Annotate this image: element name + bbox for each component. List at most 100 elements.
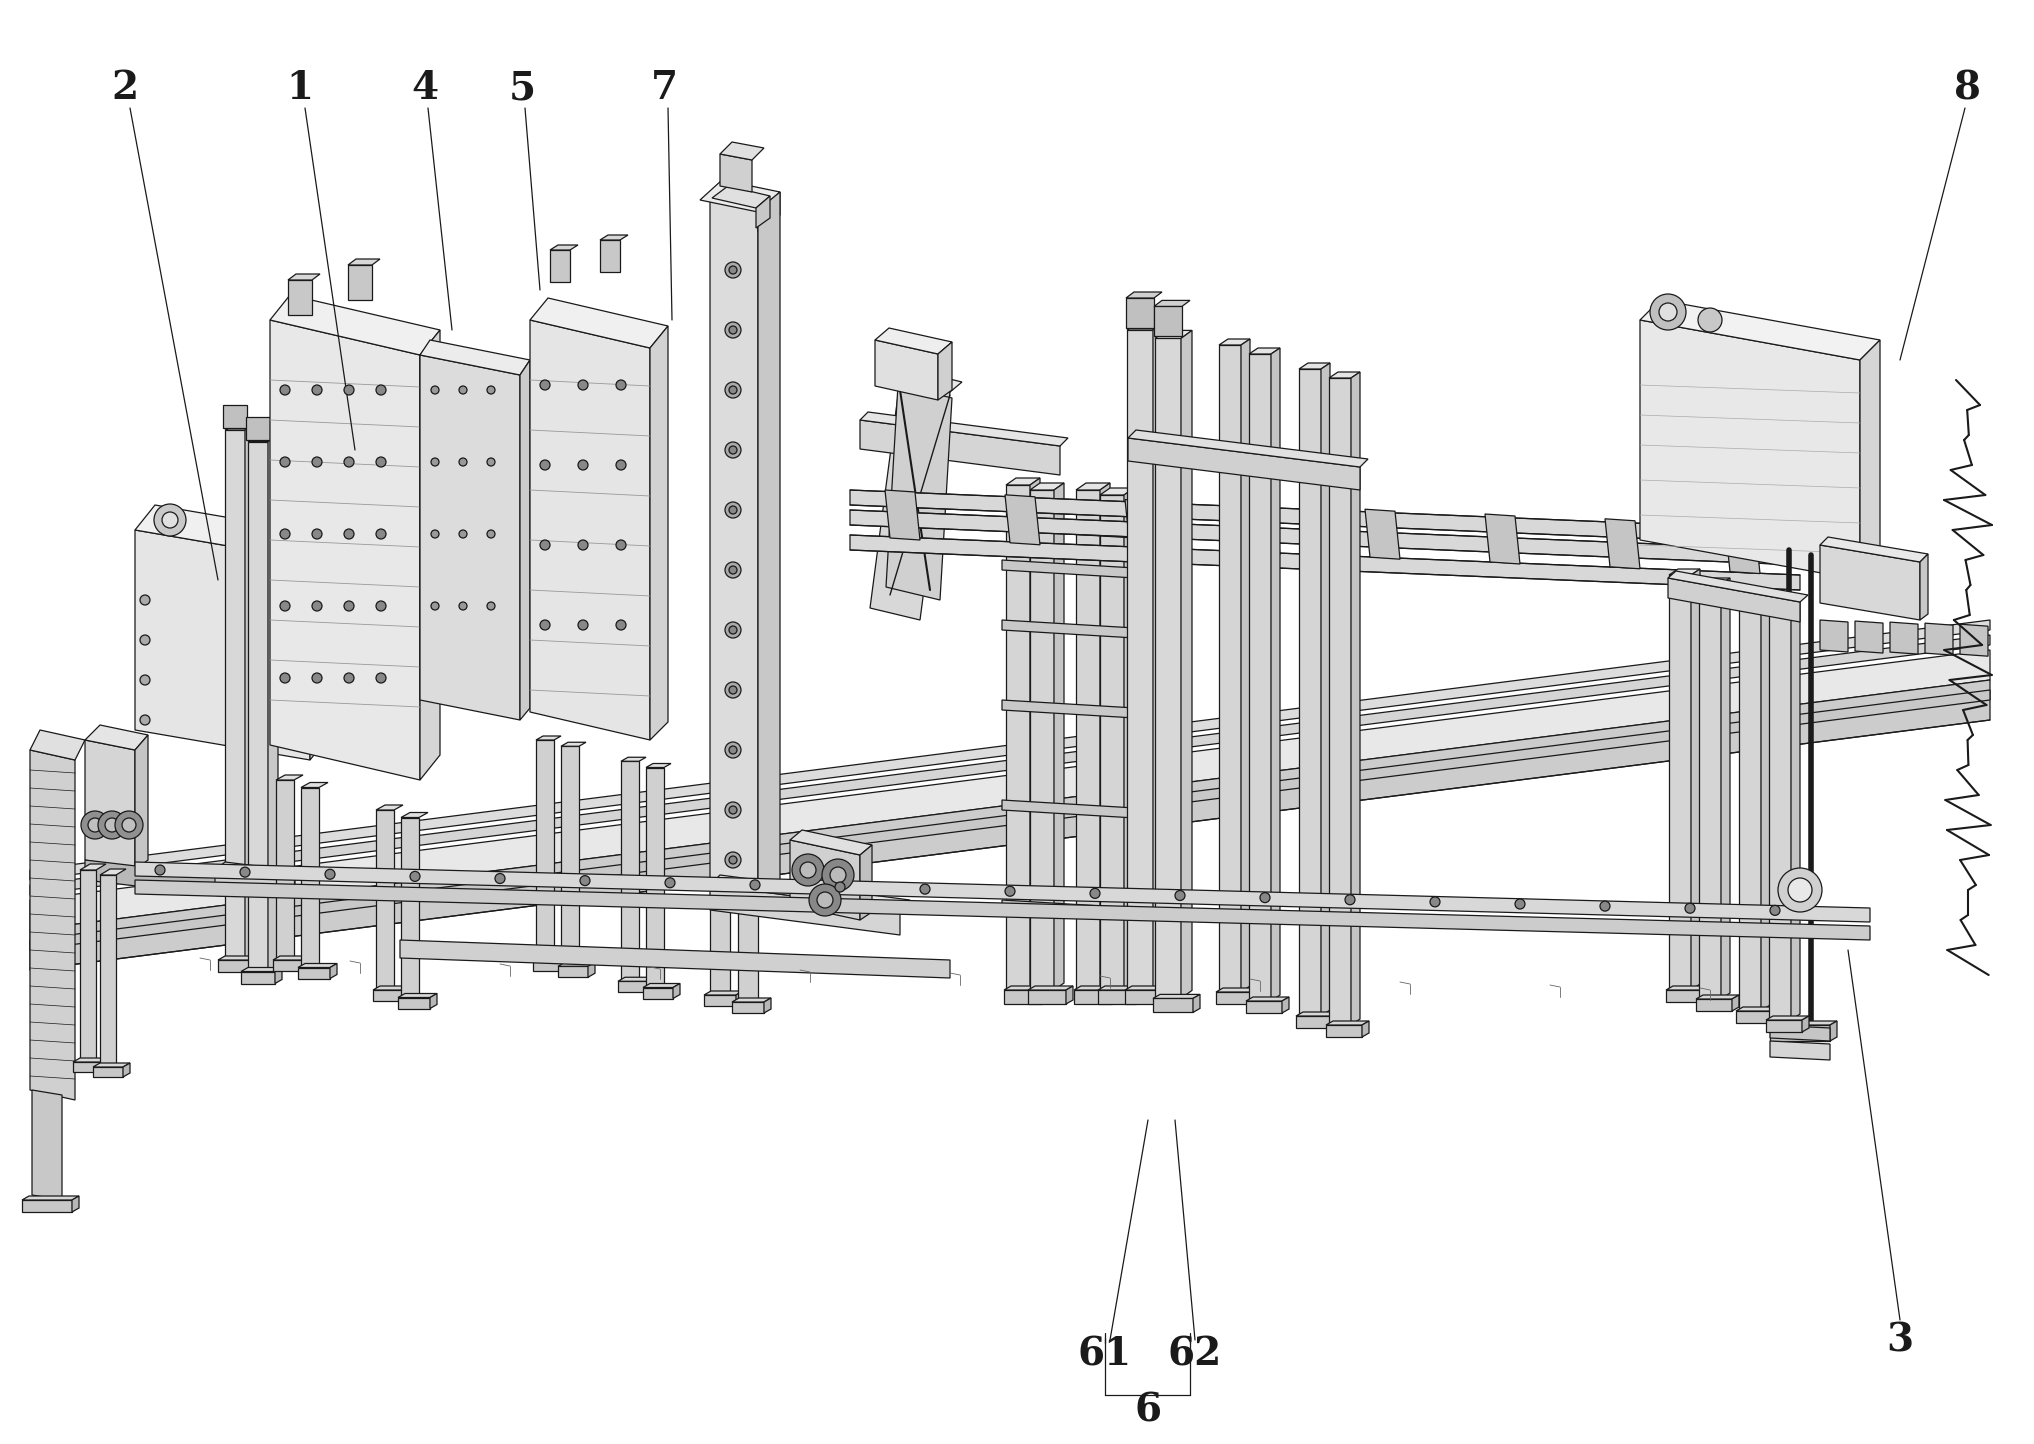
Polygon shape (1066, 986, 1074, 1004)
Polygon shape (875, 339, 938, 400)
Text: 4: 4 (411, 69, 439, 107)
Polygon shape (277, 780, 295, 960)
Polygon shape (1739, 596, 1761, 1011)
Circle shape (140, 635, 151, 645)
Circle shape (140, 595, 151, 605)
Polygon shape (1770, 599, 1800, 605)
Polygon shape (33, 1090, 61, 1200)
Text: 2: 2 (112, 69, 138, 107)
Polygon shape (710, 201, 759, 900)
Circle shape (578, 380, 588, 390)
Polygon shape (248, 442, 268, 972)
Polygon shape (299, 967, 330, 979)
Polygon shape (22, 1196, 79, 1200)
Polygon shape (348, 258, 380, 266)
Polygon shape (1007, 478, 1039, 485)
Polygon shape (649, 978, 655, 992)
Circle shape (616, 540, 626, 550)
Polygon shape (1296, 1017, 1332, 1028)
Circle shape (539, 461, 549, 469)
Polygon shape (647, 764, 671, 768)
Polygon shape (372, 986, 413, 991)
Polygon shape (1666, 986, 1709, 991)
Polygon shape (1820, 619, 1849, 653)
Polygon shape (1698, 578, 1731, 583)
Polygon shape (94, 1063, 130, 1067)
Circle shape (486, 530, 494, 539)
Polygon shape (1249, 348, 1279, 354)
Circle shape (724, 442, 740, 458)
Circle shape (728, 505, 736, 514)
Polygon shape (759, 192, 779, 900)
Polygon shape (1249, 354, 1271, 1001)
Polygon shape (1125, 986, 1172, 991)
Polygon shape (1770, 1025, 1831, 1041)
Polygon shape (1194, 995, 1200, 1012)
Polygon shape (860, 412, 1068, 446)
Polygon shape (1125, 991, 1165, 1004)
Polygon shape (1155, 338, 1182, 998)
Circle shape (281, 673, 291, 683)
Polygon shape (71, 1196, 79, 1212)
Polygon shape (549, 245, 578, 250)
Polygon shape (1027, 986, 1074, 991)
Polygon shape (100, 869, 126, 875)
Polygon shape (647, 768, 663, 988)
Circle shape (728, 627, 736, 634)
Polygon shape (244, 425, 254, 960)
Circle shape (724, 383, 740, 399)
Polygon shape (1820, 537, 1928, 562)
Polygon shape (1739, 591, 1770, 596)
Polygon shape (860, 845, 873, 920)
Circle shape (724, 503, 740, 518)
Polygon shape (104, 1058, 110, 1071)
Polygon shape (712, 186, 771, 208)
Polygon shape (561, 747, 580, 966)
Circle shape (728, 266, 736, 274)
Polygon shape (134, 735, 148, 869)
Polygon shape (218, 956, 258, 960)
Polygon shape (1003, 560, 1135, 578)
Polygon shape (1245, 504, 1279, 554)
Polygon shape (938, 342, 952, 400)
Polygon shape (1153, 995, 1200, 998)
Polygon shape (643, 983, 679, 988)
Polygon shape (1113, 986, 1119, 1004)
Polygon shape (1005, 991, 1041, 1004)
Polygon shape (376, 810, 395, 991)
Polygon shape (134, 505, 330, 560)
Circle shape (140, 674, 151, 684)
Polygon shape (710, 875, 909, 910)
Polygon shape (401, 817, 419, 998)
Polygon shape (1300, 362, 1330, 370)
Text: 3: 3 (1886, 1321, 1914, 1359)
Polygon shape (31, 650, 1989, 930)
Circle shape (724, 682, 740, 697)
Polygon shape (1300, 370, 1320, 1017)
Circle shape (431, 458, 439, 466)
Polygon shape (885, 490, 919, 540)
Polygon shape (305, 956, 311, 970)
Circle shape (724, 622, 740, 638)
Polygon shape (289, 280, 311, 315)
Circle shape (116, 812, 142, 839)
Polygon shape (1761, 591, 1770, 1011)
Circle shape (460, 530, 468, 539)
Polygon shape (720, 155, 753, 192)
Polygon shape (134, 530, 309, 760)
Polygon shape (1666, 991, 1702, 1002)
Circle shape (311, 386, 321, 396)
Polygon shape (1100, 488, 1135, 495)
Polygon shape (1328, 378, 1351, 1025)
Polygon shape (1005, 495, 1039, 544)
Polygon shape (85, 861, 254, 900)
Polygon shape (850, 510, 1800, 565)
Polygon shape (240, 967, 283, 972)
Polygon shape (871, 380, 950, 619)
Polygon shape (248, 436, 279, 442)
Polygon shape (1670, 575, 1690, 991)
Polygon shape (850, 534, 1800, 591)
Polygon shape (1100, 495, 1125, 991)
Polygon shape (549, 250, 570, 282)
Circle shape (836, 882, 844, 892)
